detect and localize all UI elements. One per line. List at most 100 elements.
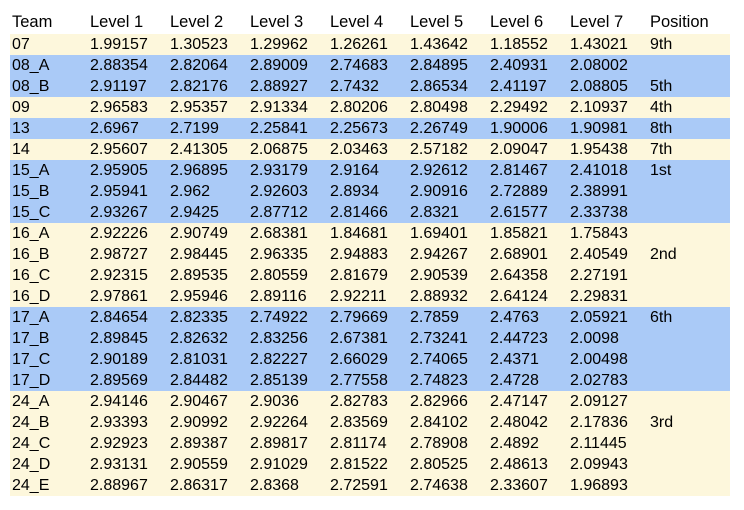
level-5-cell: 2.84895 xyxy=(408,55,488,76)
level-4-cell: 1.26261 xyxy=(328,34,408,55)
table-row: 24_D 2.93131 2.90559 2.91029 2.81522 2.80525 2… xyxy=(10,454,730,475)
table-row: 24_A 2.94146 2.90467 2.9036 2.82783 2.82966 2.… xyxy=(10,391,730,412)
team-cell: 24_C xyxy=(10,433,88,454)
level-4-cell: 2.9164 xyxy=(328,160,408,181)
level-1-cell: 1.99157 xyxy=(88,34,168,55)
level-3-cell: 2.89009 xyxy=(248,55,328,76)
table-row: 16_D 2.97861 2.95946 2.89116 2.92211 2.88932 2… xyxy=(10,286,730,307)
team-cell: 16_D xyxy=(10,286,88,307)
table-body: 07 1.99157 1.30523 1.29962 1.26261 1.43642 1.1… xyxy=(10,34,730,496)
table-row: 17_A 2.84654 2.82335 2.74922 2.79669 2.7859 2.… xyxy=(10,307,730,328)
level-2-cell: 2.95357 xyxy=(168,97,248,118)
header-level-5: Level 5 xyxy=(408,11,488,34)
header-position: Position xyxy=(648,11,730,34)
level-7-cell: 1.90981 xyxy=(568,118,648,139)
level-5-cell: 2.88932 xyxy=(408,286,488,307)
level-5-cell: 2.80525 xyxy=(408,454,488,475)
level-5-cell: 2.8321 xyxy=(408,202,488,223)
level-4-cell: 2.79669 xyxy=(328,307,408,328)
level-3-cell: 2.92264 xyxy=(248,412,328,433)
level-7-cell: 2.05921 xyxy=(568,307,648,328)
table-row: 24_E 2.88967 2.86317 2.8368 2.72591 2.74638 2.… xyxy=(10,475,730,496)
level-1-cell: 2.90189 xyxy=(88,349,168,370)
team-cell: 07 xyxy=(10,34,88,55)
level-7-cell: 2.33738 xyxy=(568,202,648,223)
level-6-cell: 2.64124 xyxy=(488,286,568,307)
level-2-cell: 1.30523 xyxy=(168,34,248,55)
level-6-cell: 2.61577 xyxy=(488,202,568,223)
table-row: 24_B 2.93393 2.90992 2.92264 2.83569 2.84102 2… xyxy=(10,412,730,433)
level-5-cell: 2.57182 xyxy=(408,139,488,160)
level-5-cell: 2.90539 xyxy=(408,265,488,286)
table-row: 16_A 2.92226 2.90749 2.68381 1.84681 1.69401 1… xyxy=(10,223,730,244)
team-cell: 08_A xyxy=(10,55,88,76)
table-row: 24_C 2.92923 2.89387 2.89817 2.81174 2.78908 2… xyxy=(10,433,730,454)
position-cell: 3rd xyxy=(648,412,730,433)
level-1-cell: 2.91197 xyxy=(88,76,168,97)
level-1-cell: 2.98727 xyxy=(88,244,168,265)
level-7-cell: 1.75843 xyxy=(568,223,648,244)
level-1-cell: 2.89569 xyxy=(88,370,168,391)
level-4-cell: 2.03463 xyxy=(328,139,408,160)
position-cell xyxy=(648,55,730,76)
level-2-cell: 2.9425 xyxy=(168,202,248,223)
position-cell xyxy=(648,391,730,412)
level-1-cell: 2.95905 xyxy=(88,160,168,181)
level-6-cell: 2.47147 xyxy=(488,391,568,412)
level-6-cell: 2.40931 xyxy=(488,55,568,76)
level-4-cell: 2.66029 xyxy=(328,349,408,370)
level-1-cell: 2.92315 xyxy=(88,265,168,286)
level-3-cell: 2.80559 xyxy=(248,265,328,286)
level-3-cell: 2.91334 xyxy=(248,97,328,118)
level-2-cell: 2.81031 xyxy=(168,349,248,370)
level-2-cell: 2.962 xyxy=(168,181,248,202)
level-6-cell: 2.44723 xyxy=(488,328,568,349)
table-row: 15_B 2.95941 2.962 2.92603 2.8934 2.90916 2.72… xyxy=(10,181,730,202)
level-5-cell: 2.82966 xyxy=(408,391,488,412)
header-level-1: Level 1 xyxy=(88,11,168,34)
level-4-cell: 2.92211 xyxy=(328,286,408,307)
level-1-cell: 2.6967 xyxy=(88,118,168,139)
position-cell: 1st xyxy=(648,160,730,181)
team-cell: 17_C xyxy=(10,349,88,370)
level-7-cell: 2.0098 xyxy=(568,328,648,349)
level-6-cell: 2.4892 xyxy=(488,433,568,454)
position-cell xyxy=(648,370,730,391)
level-4-cell: 2.77558 xyxy=(328,370,408,391)
level-5-cell: 2.84102 xyxy=(408,412,488,433)
level-5-cell: 2.78908 xyxy=(408,433,488,454)
level-4-cell: 2.8934 xyxy=(328,181,408,202)
level-7-cell: 2.27191 xyxy=(568,265,648,286)
level-1-cell: 2.97861 xyxy=(88,286,168,307)
level-2-cell: 2.90749 xyxy=(168,223,248,244)
position-cell xyxy=(648,181,730,202)
level-5-cell: 2.74065 xyxy=(408,349,488,370)
level-1-cell: 2.88354 xyxy=(88,55,168,76)
level-6-cell: 2.33607 xyxy=(488,475,568,496)
level-4-cell: 2.81679 xyxy=(328,265,408,286)
level-6-cell: 2.09047 xyxy=(488,139,568,160)
level-5-cell: 2.90916 xyxy=(408,181,488,202)
level-2-cell: 2.82176 xyxy=(168,76,248,97)
level-4-cell: 2.25673 xyxy=(328,118,408,139)
level-4-cell: 2.83569 xyxy=(328,412,408,433)
level-4-cell: 2.7432 xyxy=(328,76,408,97)
level-3-cell: 2.85139 xyxy=(248,370,328,391)
level-6-cell: 1.85821 xyxy=(488,223,568,244)
table-row: 08_A 2.88354 2.82064 2.89009 2.74683 2.84895 2… xyxy=(10,55,730,76)
level-4-cell: 2.82783 xyxy=(328,391,408,412)
level-1-cell: 2.89845 xyxy=(88,328,168,349)
team-cell: 13 xyxy=(10,118,88,139)
level-5-cell: 2.92612 xyxy=(408,160,488,181)
level-7-cell: 2.09127 xyxy=(568,391,648,412)
level-5-cell: 2.86534 xyxy=(408,76,488,97)
level-5-cell: 2.80498 xyxy=(408,97,488,118)
level-1-cell: 2.94146 xyxy=(88,391,168,412)
level-3-cell: 2.96335 xyxy=(248,244,328,265)
level-2-cell: 2.90467 xyxy=(168,391,248,412)
level-3-cell: 2.92603 xyxy=(248,181,328,202)
header-team: Team xyxy=(10,11,88,34)
level-2-cell: 2.7199 xyxy=(168,118,248,139)
level-2-cell: 2.82632 xyxy=(168,328,248,349)
level-1-cell: 2.92923 xyxy=(88,433,168,454)
